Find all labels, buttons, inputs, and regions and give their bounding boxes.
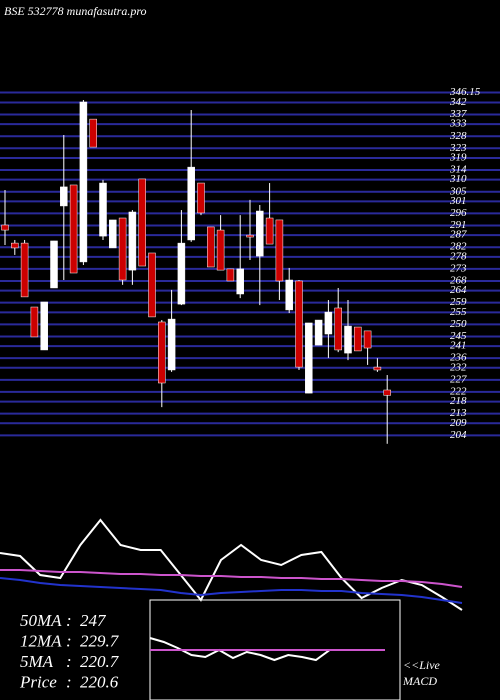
y-tick-label: 259 <box>450 296 467 308</box>
y-tick-label: 310 <box>449 173 467 185</box>
y-tick-label: 305 <box>449 185 467 197</box>
candle-body <box>344 325 352 354</box>
y-tick-label: 250 <box>450 318 467 330</box>
y-tick-label: 222 <box>450 385 467 397</box>
stat-label: 50MA <box>20 611 62 630</box>
y-tick-label: 278 <box>450 250 467 262</box>
candle-body <box>216 229 225 271</box>
candle-body <box>314 319 323 346</box>
y-tick-label: 245 <box>450 330 467 342</box>
stat-label: 5MA <box>20 652 54 671</box>
candle-body <box>11 242 19 249</box>
candle-body <box>20 242 29 298</box>
y-tick-label: 282 <box>450 241 467 253</box>
candle-body <box>30 306 39 338</box>
y-tick-label: 241 <box>450 340 467 352</box>
y-tick-label: 218 <box>450 395 467 407</box>
indicator-line <box>0 577 463 604</box>
candle-body <box>354 326 362 352</box>
candle-body <box>256 210 264 257</box>
candle-body <box>285 279 293 311</box>
candle-body <box>383 389 391 396</box>
y-tick-label: 268 <box>450 275 467 287</box>
y-tick-label: 319 <box>449 151 467 163</box>
stat-label: 12MA <box>20 631 62 650</box>
stat-sep: : <box>66 652 72 671</box>
candle-body <box>158 321 166 384</box>
y-tick-label: 255 <box>450 306 467 318</box>
candle-body <box>1 224 9 231</box>
candle-body <box>275 219 284 282</box>
candle-body <box>373 366 382 371</box>
candle-body <box>236 268 244 295</box>
candle-body <box>265 217 274 245</box>
y-tick-label: 236 <box>450 352 467 364</box>
candle-body <box>226 268 235 282</box>
candle-body <box>305 322 313 394</box>
candle-body <box>99 182 107 237</box>
candle-body <box>363 330 372 349</box>
chart-title: BSE 532778 munafasutra.pro <box>4 4 147 18</box>
y-tick-label: 328 <box>449 130 467 142</box>
stat-value: 220.7 <box>80 652 120 671</box>
candle-body <box>79 101 88 263</box>
candle-body <box>69 184 78 274</box>
stat-sep: : <box>66 611 72 630</box>
indicator-line <box>0 569 463 588</box>
candle-body <box>128 211 137 271</box>
y-tick-label: 209 <box>450 417 467 429</box>
candle-body <box>60 186 68 207</box>
y-tick-label: 296 <box>450 207 467 219</box>
candle-body <box>50 240 58 289</box>
y-tick-label: 314 <box>449 164 467 176</box>
candle-body <box>197 182 205 214</box>
y-tick-label: 232 <box>450 361 467 373</box>
stat-sep: : <box>66 672 72 691</box>
caption: <<Live <box>403 658 441 672</box>
indicator-line <box>0 518 463 611</box>
y-tick-label: 333 <box>449 118 467 130</box>
y-tick-label: 346.15 <box>449 86 481 98</box>
candle-body <box>295 280 303 368</box>
stat-value: 229.7 <box>80 631 120 650</box>
y-tick-label: 273 <box>450 262 467 274</box>
candle-body <box>177 242 186 305</box>
y-tick-label: 342 <box>449 96 467 108</box>
stat-value: 247 <box>80 611 107 630</box>
y-tick-label: 213 <box>450 407 467 419</box>
candle-body <box>148 252 156 318</box>
caption: MACD <box>402 674 437 688</box>
candle-body <box>109 219 117 249</box>
y-tick-label: 337 <box>449 108 467 120</box>
candle-body <box>334 307 342 351</box>
candle-body <box>187 166 195 241</box>
candle-body <box>207 226 215 268</box>
candle-body <box>40 301 48 351</box>
y-tick-label: 301 <box>449 195 467 207</box>
y-tick-label: 264 <box>450 284 467 296</box>
stat-sep: : <box>66 631 72 650</box>
stat-value: 220.6 <box>80 672 119 691</box>
candle-body <box>89 118 97 148</box>
candle-body <box>138 178 146 267</box>
candle-body <box>118 217 127 281</box>
y-tick-label: 287 <box>450 229 467 241</box>
candle-body <box>324 311 333 335</box>
candle-body <box>167 318 176 371</box>
y-tick-label: 323 <box>449 142 467 154</box>
stat-label: Price <box>19 672 57 691</box>
candle-body <box>246 234 254 238</box>
y-tick-label: 204 <box>450 429 467 441</box>
y-tick-label: 227 <box>450 373 467 385</box>
y-tick-label: 291 <box>450 219 467 231</box>
